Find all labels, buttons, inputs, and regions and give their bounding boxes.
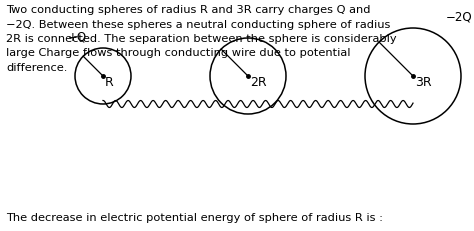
Text: −2Q: −2Q xyxy=(446,11,472,24)
Text: 2R is connected. The separation between the sphere is considerably: 2R is connected. The separation between … xyxy=(6,34,397,44)
Text: 2R: 2R xyxy=(250,76,266,88)
Text: Two conducting spheres of radius R and 3R carry charges Q and: Two conducting spheres of radius R and 3… xyxy=(6,5,371,15)
Text: difference.: difference. xyxy=(6,63,67,73)
Text: large Charge flows through conducting wire due to potential: large Charge flows through conducting wi… xyxy=(6,49,350,58)
Text: The decrease in electric potential energy of sphere of radius R is :: The decrease in electric potential energ… xyxy=(6,213,383,223)
Text: +Q: +Q xyxy=(67,31,87,44)
Text: R: R xyxy=(105,76,114,88)
Text: −2Q. Between these spheres a neutral conducting sphere of radius: −2Q. Between these spheres a neutral con… xyxy=(6,19,391,30)
Text: 3R: 3R xyxy=(415,76,432,88)
